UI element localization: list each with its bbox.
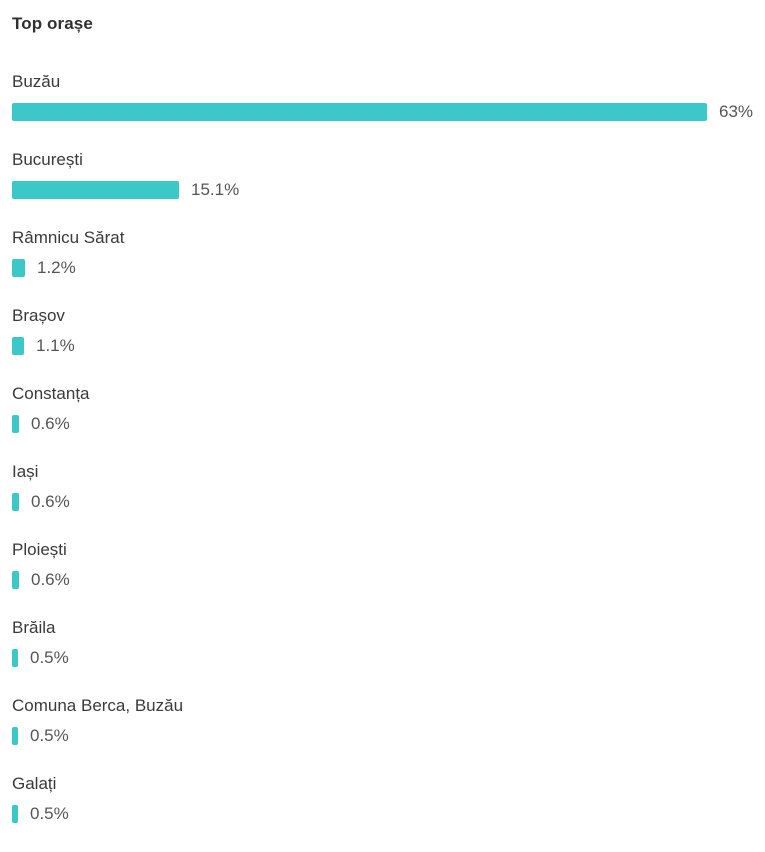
bar-row: Brăila 0.5%	[0, 618, 765, 696]
category-label: Comuna Berca, Buzău	[12, 696, 184, 715]
bar-row: Râmnicu Sărat 1.2%	[0, 228, 765, 306]
bar-row: Iași 0.6%	[0, 462, 765, 540]
value-label: 0.6%	[31, 492, 70, 511]
bar	[12, 337, 24, 355]
category-label: Galați	[12, 774, 57, 793]
bar-row: Ploiești 0.6%	[0, 540, 765, 618]
category-label: Buzău	[12, 72, 61, 91]
bar	[12, 571, 19, 589]
category-label: București	[12, 150, 83, 169]
bar	[12, 259, 25, 277]
bar-row: București 15.1%	[0, 150, 765, 228]
value-label: 63%	[719, 102, 754, 121]
category-label: Ploiești	[12, 540, 67, 559]
bar-row: Comuna Berca, Buzău 0.5%	[0, 696, 765, 774]
bar	[12, 805, 18, 823]
value-label: 0.5%	[30, 804, 69, 823]
category-label: Râmnicu Sărat	[12, 228, 125, 247]
bar-row: Constanța 0.6%	[0, 384, 765, 462]
bar-row: Brașov 1.1%	[0, 306, 765, 384]
bar	[12, 649, 18, 667]
value-label: 0.5%	[30, 726, 69, 745]
bar-row: Buzău 63%	[0, 72, 765, 150]
bar-row: Galați 0.5%	[0, 774, 765, 852]
bar	[12, 727, 18, 745]
category-label: Brașov	[12, 306, 65, 325]
bar	[12, 415, 19, 433]
bar	[12, 103, 707, 121]
top-cities-chart: Top orașe Buzău 63% București 15.1% Râmnicu …	[0, 14, 765, 823]
value-label: 0.6%	[31, 570, 70, 589]
category-label: Brăila	[12, 618, 56, 637]
value-label: 0.5%	[30, 648, 69, 667]
value-label: 0.6%	[31, 414, 70, 433]
category-label: Iași	[12, 462, 39, 481]
bar-rows: Buzău 63% București 15.1% Râmnicu Sărat 1.2% B…	[0, 72, 765, 823]
value-label: 1.2%	[37, 258, 76, 277]
value-label: 15.1%	[191, 180, 240, 199]
chart-title: Top orașe	[12, 14, 93, 33]
bar	[12, 493, 19, 511]
category-label: Constanța	[12, 384, 90, 403]
bar	[12, 181, 179, 199]
value-label: 1.1%	[36, 336, 75, 355]
